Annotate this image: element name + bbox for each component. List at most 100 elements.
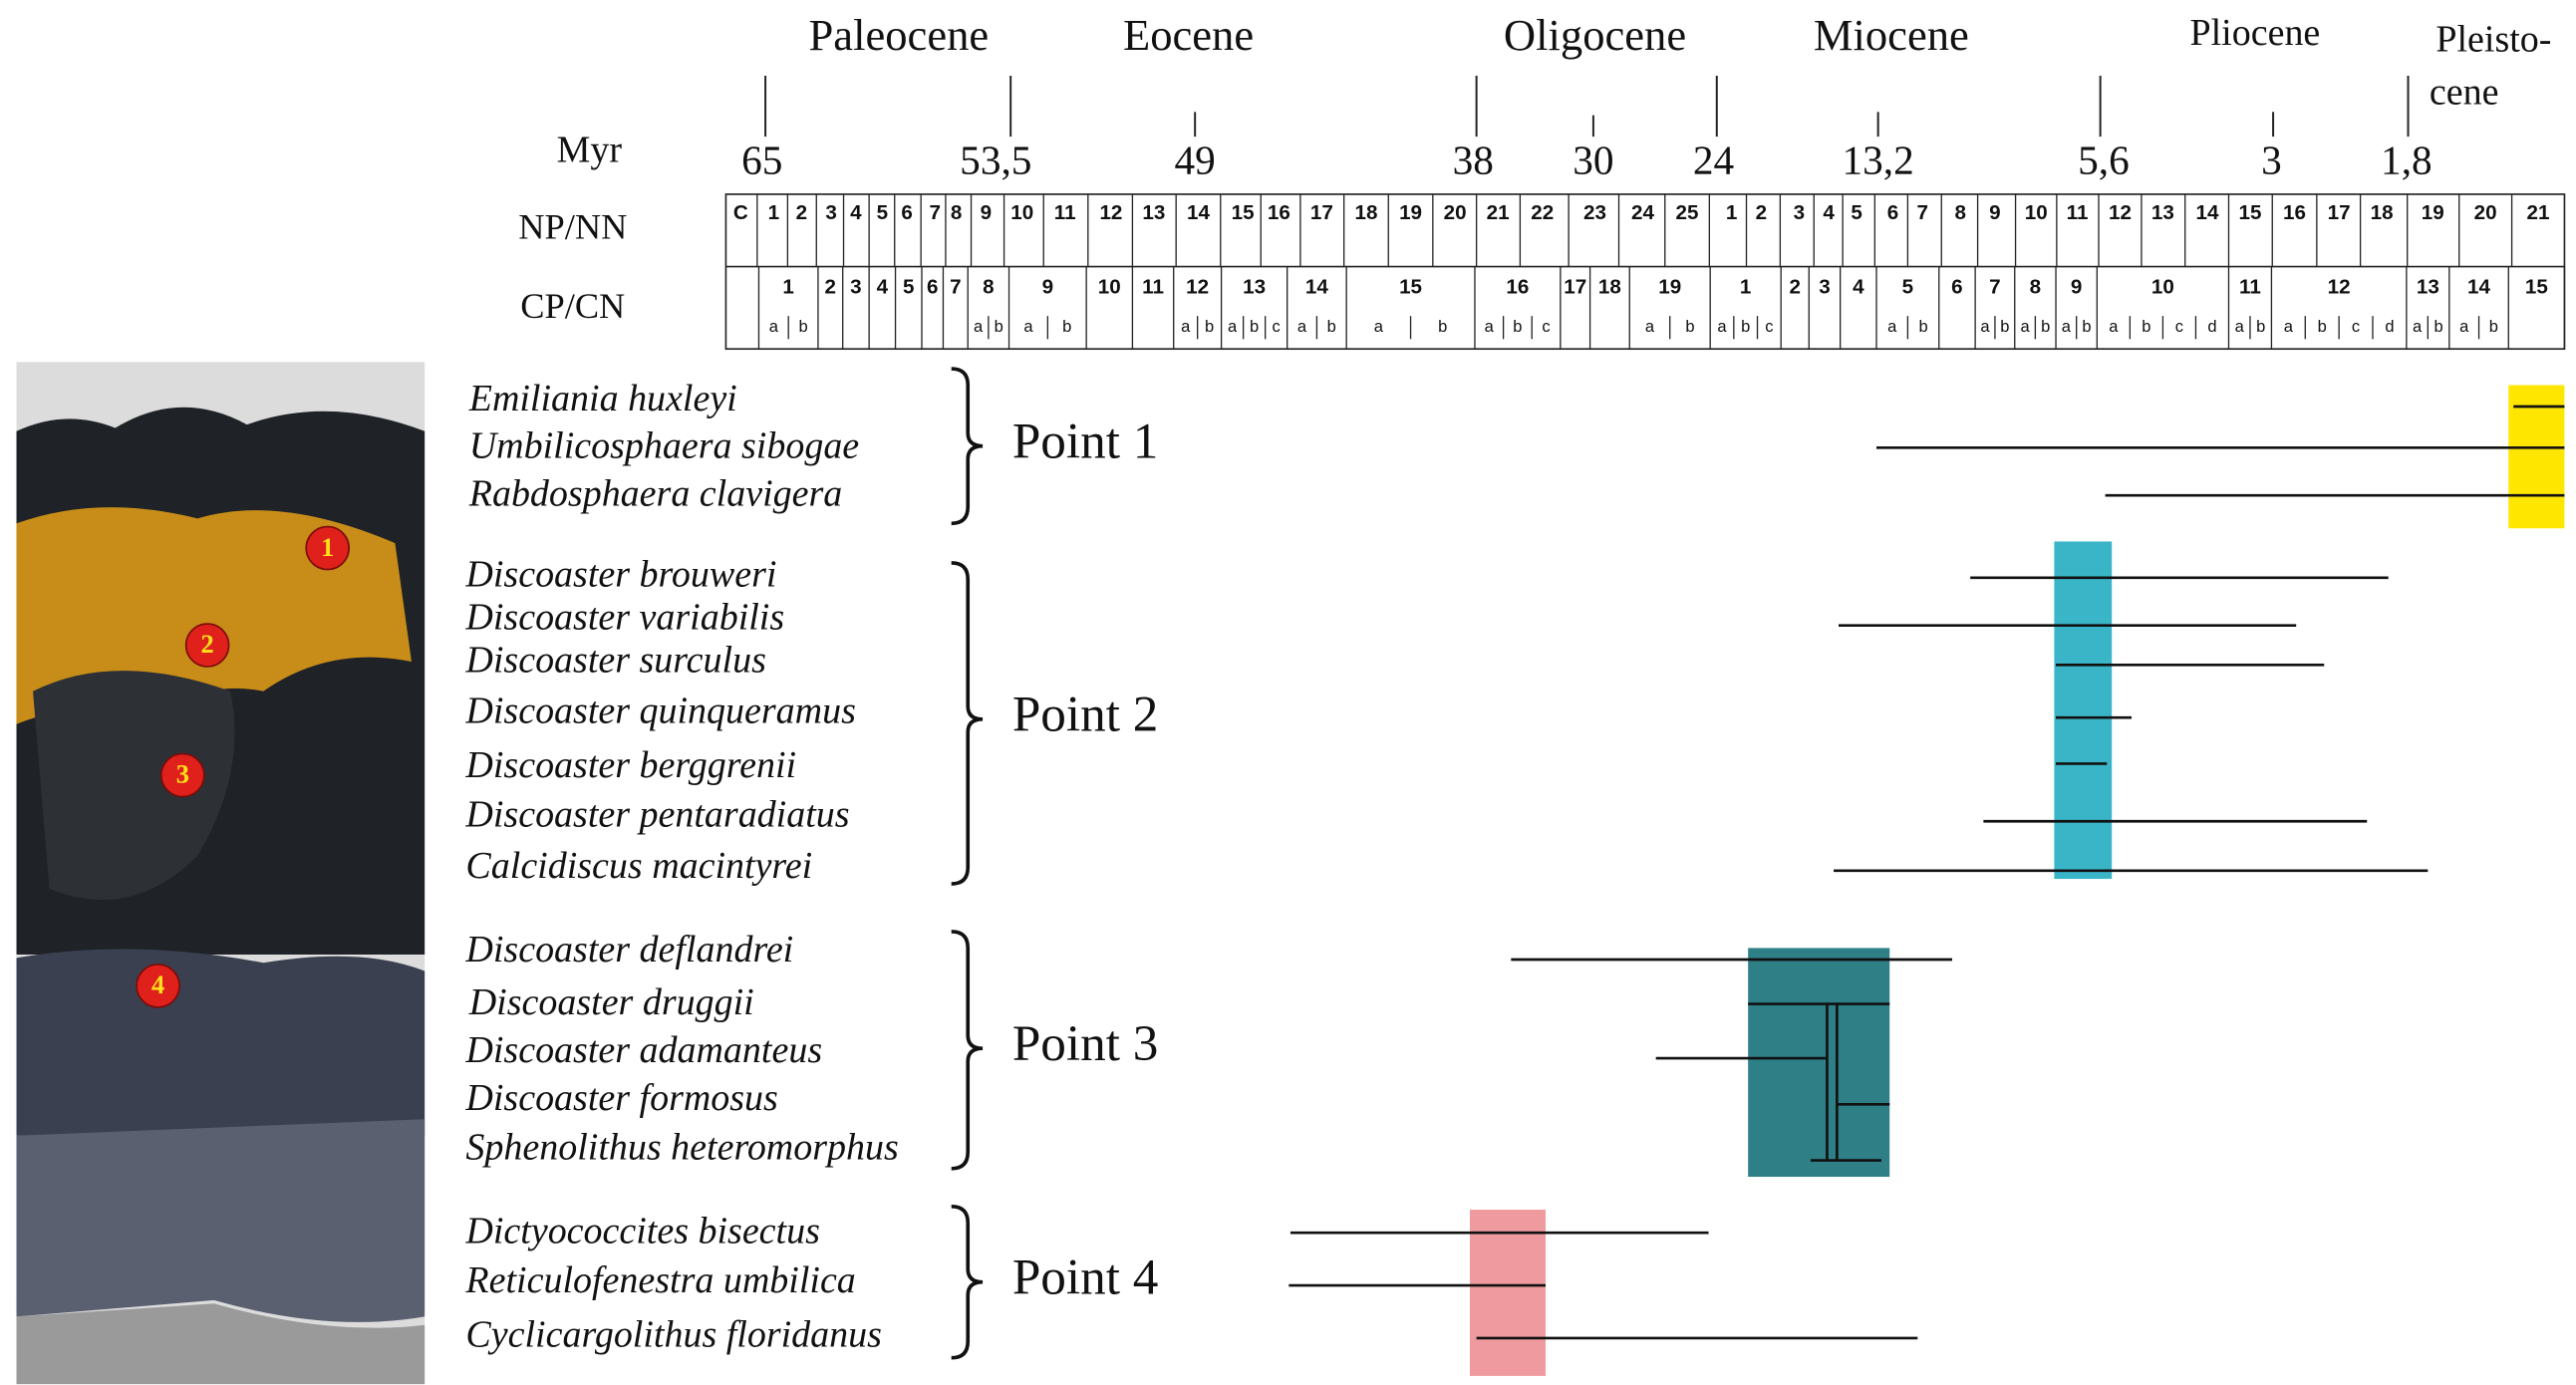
np-zone: 9 [981,201,992,224]
np-zone: 21 [1487,201,1510,224]
cp-subzone: a [1374,318,1384,336]
cp-subzone: b [2142,318,2150,336]
cp-subzone: a [769,318,779,336]
species-name: Discoaster berggrenii [464,744,796,786]
cp-zone: 13 [1243,276,1266,299]
cp-subzone: b [798,318,807,336]
cp-subzone: a [1887,318,1897,336]
cp-subzone: b [2318,318,2327,336]
photo-slab [16,1303,426,1385]
cp-subzone: a [2413,318,2423,336]
epoch-label: Oligocene [1504,10,1686,60]
species-name: Discoaster surculus [464,639,765,681]
np-zone: 5 [1851,201,1861,224]
cp-subzone: b [995,318,1003,336]
cp-zone: 1 [782,276,793,299]
cp-subzone: b [1205,318,1214,336]
brace [951,1204,984,1360]
marker-dot [184,623,230,668]
cp-zone: 14 [2467,276,2490,299]
cp-zone: 10 [2151,276,2174,299]
range-lines [1288,405,2565,1340]
np-zone: 24 [1631,201,1654,224]
brace [951,367,984,526]
cp-zone: 15 [1399,276,1422,299]
cp-subzone: b [2041,318,2050,336]
point-label: Point 4 [1012,1248,1159,1305]
np-zone: 18 [1354,201,1377,224]
cp-zone: 7 [950,276,961,299]
np-zone: 19 [2422,201,2444,224]
epoch-label: Eocene [1123,10,1254,60]
cp-zone: 11 [2239,276,2261,299]
cp-zone: 6 [1951,276,1962,299]
np-zone: C [733,201,748,224]
np-zone: 1 [768,201,779,224]
cp-subzone: a [1717,318,1727,336]
range-line [1876,405,2565,497]
np-zone: 6 [1887,201,1898,224]
cp-zone: 2 [1789,276,1800,299]
cp-subzone: a [1485,318,1495,336]
np-zone: 8 [951,201,962,224]
ages-label: Myr [557,129,623,170]
cp-subzone: b [1918,318,1927,336]
species-name: Dictyococcites bisectus [464,1211,819,1252]
np-zone: 6 [901,201,912,224]
species-name: Discoaster pentaradiatus [464,794,849,836]
species-name: Discoaster variabilis [464,596,784,638]
cp-subzone: a [1980,318,1990,336]
cp-subzone: a [2020,318,2030,336]
epoch-label: Miocene [1814,10,1969,60]
np-zone: 12 [1099,201,1122,224]
species-name: Emiliania huxleyi [468,378,737,419]
np-zone: 21 [2527,201,2550,224]
species-name: Discoaster brouweri [464,554,776,596]
np-zone: 11 [2067,201,2089,224]
range-line [1511,958,1952,1162]
np-zone: 18 [2371,201,2394,224]
np-zone: 3 [1794,201,1805,224]
point-label: Point 2 [1012,687,1159,743]
cp-zone: 12 [1186,276,1209,299]
species-name: Reticulofenestra umbilica [464,1259,855,1301]
cp-zone: 11 [1142,276,1164,299]
np-zone: 10 [1010,201,1033,224]
species-name: Sphenolithus heteromorphus [465,1126,898,1168]
point-label: Point 3 [1012,1015,1159,1072]
cp-subzone: b [1250,318,1259,336]
np-zone: 25 [1676,201,1699,224]
range-box [2054,541,2113,880]
cp-subzone: b [2000,318,2009,336]
cp-subzone: a [1023,318,1033,336]
cp-subzone: a [2459,318,2469,336]
np-zone: 13 [2151,201,2174,224]
np-zone: 16 [1268,201,1290,224]
age-label: 1,8 [2381,138,2433,183]
cp-subzone: a [2062,318,2072,336]
cp-zone: 16 [1506,276,1529,299]
age-label: 30 [1573,138,1613,183]
cp-zone: 14 [1305,276,1328,299]
cp-subzone: b [2489,318,2498,336]
species-name: Umbilicosphaera sibogae [469,425,859,467]
photo-slab [16,949,426,1136]
cp-subzone: b [2256,318,2265,336]
np-label: NP/NN [518,207,627,247]
cp-subzone: b [1685,318,1694,336]
np-zone: 22 [1531,201,1554,224]
range-line [1834,576,2429,873]
cp-subzone: a [1297,318,1307,336]
age-label: 65 [741,138,782,183]
cp-zone: 13 [2417,276,2439,299]
species-name: Calcidiscus macintyrei [465,845,812,887]
cp-label: CP/CN [520,286,625,326]
epoch-label: Paleocene [809,10,990,60]
age-label: 49 [1175,138,1216,183]
cp-subzone: a [1228,318,1238,336]
cp-subzone: c [1765,318,1773,336]
species-groups: Emiliania huxleyi Umbilicosphaera sibogae… [464,367,1159,1360]
np-zone: 12 [2109,201,2132,224]
np-zone: 17 [1310,201,1333,224]
